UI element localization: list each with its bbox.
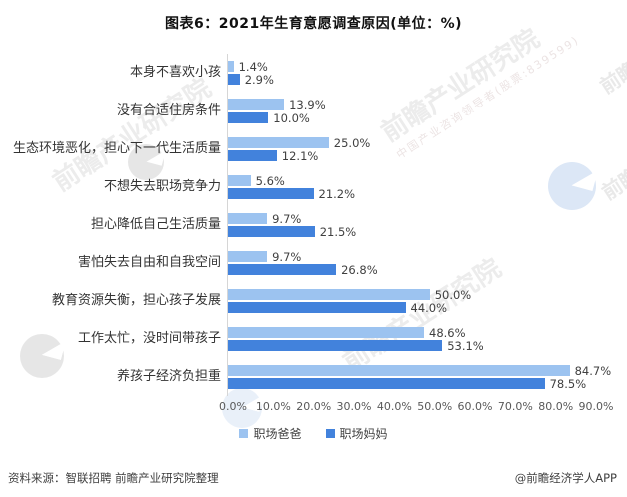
- bar-group: 9.7% 26.8%: [227, 244, 621, 282]
- value-label: 50.0%: [434, 287, 472, 302]
- bar-group: 9.7% 21.5%: [227, 206, 621, 244]
- bar-职场妈妈: 78.5%: [228, 377, 586, 391]
- x-tick-label: 80.0%: [538, 400, 574, 413]
- bar-职场爸爸: 9.7%: [228, 250, 301, 264]
- bar-group: 50.0% 44.0%: [227, 282, 621, 320]
- bar-group: 1.4% 2.9%: [227, 54, 621, 92]
- value-label: 9.7%: [272, 211, 302, 226]
- x-tick-label: 70.0%: [497, 400, 533, 413]
- bar-group: 5.6% 21.2%: [227, 168, 621, 206]
- bar-职场爸爸: 1.4%: [228, 60, 268, 74]
- legend-swatch: [325, 429, 335, 438]
- category-label: 教育资源失衡，担心孩子发展: [51, 292, 221, 308]
- x-axis: 0.0% 10.0% 20.0% 30.0% 40.0% 50.0% 60.0% 70.0% 8…: [219, 398, 627, 416]
- value-label: 25.0%: [333, 135, 371, 150]
- legend: 职场爸爸 职场妈妈: [0, 425, 627, 442]
- value-label: 84.7%: [574, 363, 612, 378]
- category-label: 担心降低自己生活质量: [90, 216, 221, 232]
- chart-row: 担心降低自己生活质量 9.7% 21.5%: [0, 206, 627, 244]
- bar-group: 48.6% 53.1%: [227, 320, 621, 358]
- category-label: 生态环境恶化，担心下一代生活质量: [12, 140, 221, 156]
- chart-row: 本身不喜欢小孩 1.4% 2.9%: [0, 54, 627, 92]
- value-label: 5.6%: [255, 173, 285, 188]
- bar-职场爸爸: 50.0%: [228, 288, 471, 302]
- value-label: 1.4%: [238, 59, 268, 74]
- category-label: 害怕失去自由和自我空间: [77, 254, 221, 270]
- bar-职场爸爸: 13.9%: [228, 98, 326, 112]
- value-label: 2.9%: [244, 72, 274, 87]
- plot-area: 本身不喜欢小孩 1.4% 2.9% 没有合适住房条件 13.9% 10.0% 生态环境恶化，…: [0, 54, 627, 396]
- bar-职场爸爸: 9.7%: [228, 212, 301, 226]
- bar-group: 84.7% 78.5%: [227, 358, 621, 396]
- bar-职场妈妈: 10.0%: [228, 111, 310, 125]
- brand-note: @前瞻经济学人APP: [514, 471, 617, 485]
- bar-职场妈妈: 2.9%: [228, 73, 274, 87]
- x-tick-label: 20.0%: [296, 400, 332, 413]
- bar-职场妈妈: 12.1%: [228, 149, 318, 163]
- value-label: 44.0%: [410, 300, 448, 315]
- bar-职场爸爸: 25.0%: [228, 136, 370, 150]
- footer: 资料来源：智联招聘 前瞻产业研究院整理 @前瞻经济学人APP: [0, 470, 627, 486]
- category-label: 工作太忙，没时间带孩子: [77, 330, 221, 346]
- bar-职场妈妈: 21.5%: [228, 225, 356, 239]
- value-label: 53.1%: [447, 338, 484, 353]
- value-label: 21.5%: [319, 224, 357, 239]
- chart-row: 不想失去职场竞争力 5.6% 21.2%: [0, 168, 627, 206]
- value-label: 48.6%: [429, 325, 466, 340]
- legend-label: 职场妈妈: [339, 427, 388, 441]
- category-label: 养孩子经济负担重: [116, 368, 221, 384]
- x-tick-label: 30.0%: [336, 400, 372, 413]
- source-note: 资料来源：智联招聘 前瞻产业研究院整理: [8, 471, 219, 485]
- value-label: 78.5%: [549, 376, 587, 391]
- x-tick-label: 50.0%: [417, 400, 453, 413]
- x-tick-label: 90.0%: [578, 400, 614, 413]
- chart-row: 养孩子经济负担重 84.7% 78.5%: [0, 358, 627, 396]
- legend-label: 职场爸爸: [253, 427, 302, 441]
- chart-row: 生态环境恶化，担心下一代生活质量 25.0% 12.1%: [0, 130, 627, 168]
- category-label: 本身不喜欢小孩: [129, 64, 221, 80]
- value-label: 26.8%: [341, 262, 378, 277]
- legend-item: 职场妈妈: [325, 425, 388, 442]
- chart-row: 教育资源失衡，担心孩子发展 50.0% 44.0%: [0, 282, 627, 320]
- legend-swatch: [239, 429, 249, 438]
- category-label: 没有合适住房条件: [116, 102, 221, 118]
- bar-职场爸爸: 84.7%: [228, 364, 611, 378]
- legend-item: 职场爸爸: [239, 425, 302, 442]
- x-tick-label: 40.0%: [376, 400, 412, 413]
- value-label: 21.2%: [318, 186, 356, 201]
- value-label: 13.9%: [289, 97, 326, 112]
- bar-职场妈妈: 53.1%: [228, 339, 484, 353]
- chart-row: 没有合适住房条件 13.9% 10.0%: [0, 92, 627, 130]
- value-label: 9.7%: [272, 249, 302, 264]
- bar-职场妈妈: 26.8%: [228, 263, 378, 277]
- chart-title: 图表6：2021年生育意愿调查原因(单位：%): [164, 16, 463, 32]
- chart-row: 工作太忙，没时间带孩子 48.6% 53.1%: [0, 320, 627, 358]
- value-label: 10.0%: [273, 110, 310, 125]
- bar-职场爸爸: 48.6%: [228, 326, 466, 340]
- bar-group: 25.0% 12.1%: [227, 130, 621, 168]
- x-tick-label: 60.0%: [457, 400, 493, 413]
- bar-group: 13.9% 10.0%: [227, 92, 621, 130]
- value-label: 12.1%: [281, 148, 319, 163]
- bar-职场妈妈: 44.0%: [228, 301, 447, 315]
- bar-职场爸爸: 5.6%: [228, 174, 285, 188]
- chart-row: 害怕失去自由和自我空间 9.7% 26.8%: [0, 244, 627, 282]
- category-label: 不想失去职场竞争力: [103, 178, 221, 194]
- x-tick-label: 0.0%: [219, 400, 247, 413]
- bar-职场妈妈: 21.2%: [228, 187, 355, 201]
- x-tick-label: 10.0%: [255, 400, 291, 413]
